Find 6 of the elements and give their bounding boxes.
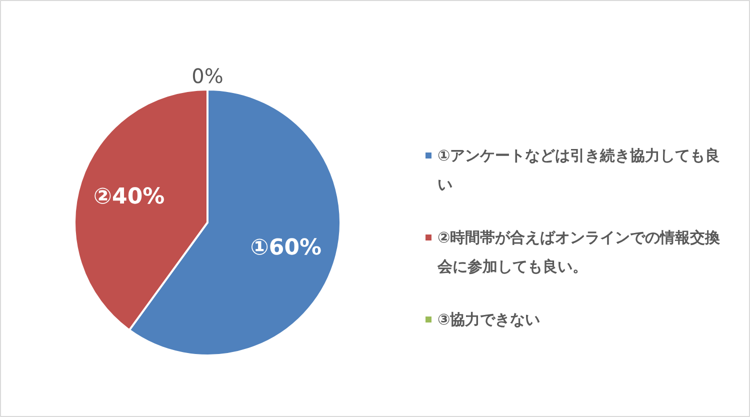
legend-label: ②時間帯が合えばオンラインでの情報交換会に参加しても良い。 xyxy=(436,228,722,276)
text: 0% xyxy=(192,64,224,88)
data-label: ①60% xyxy=(250,235,322,260)
legend-label: ③協力できない xyxy=(438,310,540,328)
data-label: ②40% xyxy=(93,184,165,210)
legend-label: ①アンケートなどは引き続き協力しても良い xyxy=(438,146,720,194)
